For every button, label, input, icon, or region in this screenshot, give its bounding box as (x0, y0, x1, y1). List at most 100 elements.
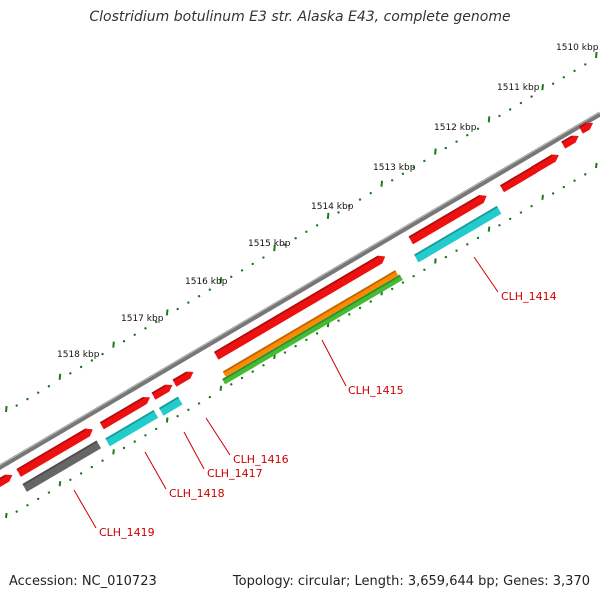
ruler-dot (305, 338, 308, 342)
ruler-dot (305, 230, 308, 233)
kbp-label: 1512 kbp (434, 123, 477, 133)
gene-label-clh-1414: CLH_1414 (501, 290, 557, 303)
ruler-dot (519, 211, 523, 214)
ruler-tick (541, 84, 544, 91)
ruler-tick (58, 481, 62, 487)
callout-line-clh-1414 (473, 256, 499, 293)
ruler-dot (348, 313, 351, 316)
ruler-dot (444, 146, 448, 150)
ruler-dot (530, 95, 533, 98)
feature-tracks (0, 122, 594, 492)
kbp-label: 1514 kbp (311, 202, 354, 212)
ruler-dot (337, 211, 340, 214)
ruler-dot (240, 269, 244, 272)
ruler-dot (197, 402, 201, 405)
ruler-dot (423, 268, 426, 272)
ruler-dot (348, 204, 351, 208)
gene-cds-clh-1414 (408, 194, 487, 245)
ruler-tick (326, 212, 330, 220)
callout-line-clh-1415 (321, 339, 347, 387)
ruler-dot (79, 365, 83, 369)
gene-label-clh-1419: CLH_1419 (99, 526, 155, 539)
ruler-dot (133, 440, 136, 443)
ruler-dot (283, 243, 287, 246)
gene-cds (0, 474, 13, 487)
accession-text: Accession: NC_010723 (9, 574, 157, 589)
ruler-dot (154, 427, 158, 431)
ruler-tick (273, 244, 276, 252)
ruler-dot (230, 275, 233, 279)
ruler-dot (122, 446, 126, 450)
ruler-dot (530, 204, 533, 208)
ruler-dot (283, 351, 287, 354)
ruler-dot (584, 63, 587, 66)
ruler-tick (487, 116, 491, 123)
cog-bar-clh-1415 (222, 270, 399, 377)
ruler-dot (133, 333, 136, 336)
ruler-dot (69, 478, 72, 482)
ruler-dot (144, 327, 147, 330)
ruler-dot (122, 340, 126, 343)
ruler-dot (498, 114, 501, 118)
gene-cds-clh-1415 (213, 255, 386, 360)
genome-backbone-highlight (0, 111, 600, 466)
ruler-dot (412, 166, 415, 169)
cog-bar-clh-1418 (105, 410, 159, 447)
kbp-label: 1510 kbp (556, 43, 599, 53)
genome-backbone (0, 111, 600, 470)
ruler-dot (197, 294, 201, 298)
ruler-dot (508, 217, 512, 221)
gene-cds-clh-1417 (151, 384, 173, 400)
gene-label-clh-1416: CLH_1416 (233, 453, 289, 466)
ruler-dot (551, 192, 555, 195)
ruler-dot (187, 301, 190, 304)
ruler-dot (573, 69, 576, 73)
ruler-dot (401, 281, 405, 284)
kbp-label: 1516 kbp (185, 277, 228, 287)
ruler-dot (26, 397, 29, 401)
ruler-tick (112, 341, 115, 348)
ruler-dot (90, 359, 94, 362)
gene-cds (578, 122, 594, 134)
ruler-dot (69, 372, 72, 375)
ruler-dot (455, 249, 458, 252)
gene-label-clh-1418: CLH_1418 (169, 487, 225, 500)
ruler-dot (144, 434, 147, 437)
ruler-dot (176, 414, 179, 418)
ruler-dot (47, 385, 51, 388)
ruler-dot (358, 306, 362, 310)
map-title: Clostridium botulinum E3 str. Alaska E43… (89, 9, 511, 25)
ruler-tick (165, 417, 169, 423)
ruler-dot (315, 224, 319, 227)
ruler-dot (390, 287, 394, 291)
cog-bar-clh-1419 (22, 440, 102, 492)
ruler-dot (315, 332, 319, 335)
ruler-dot (251, 262, 254, 266)
ruler-tick (5, 405, 8, 413)
ruler-tick (380, 180, 384, 187)
ruler-tick (5, 512, 8, 519)
ruler-dot (390, 179, 394, 182)
ruler-dot (208, 288, 212, 291)
ruler-dot (47, 491, 51, 494)
ruler-dot (423, 159, 426, 163)
gene-cds-clh-1416 (172, 371, 194, 387)
ruler-dot (369, 300, 372, 303)
ruler-dot (444, 255, 448, 259)
ruler-dot (498, 224, 501, 227)
ruler-dot (573, 179, 576, 182)
cog-bar-clh-1415 (222, 274, 403, 385)
outer-ruler (5, 51, 598, 413)
ruler-dot (466, 134, 469, 137)
gene-label-clh-1415: CLH_1415 (348, 384, 404, 397)
ruler-dot (294, 237, 297, 240)
ruler-dot (251, 370, 254, 373)
ruler-dot (412, 274, 415, 278)
ruler-dot (562, 76, 566, 79)
ruler-tick (219, 385, 223, 391)
ruler-dot (358, 198, 362, 201)
gene-cds-clh-1419 (16, 428, 93, 477)
gene-cds (561, 135, 579, 149)
callout-line-clh-1417 (183, 431, 205, 470)
